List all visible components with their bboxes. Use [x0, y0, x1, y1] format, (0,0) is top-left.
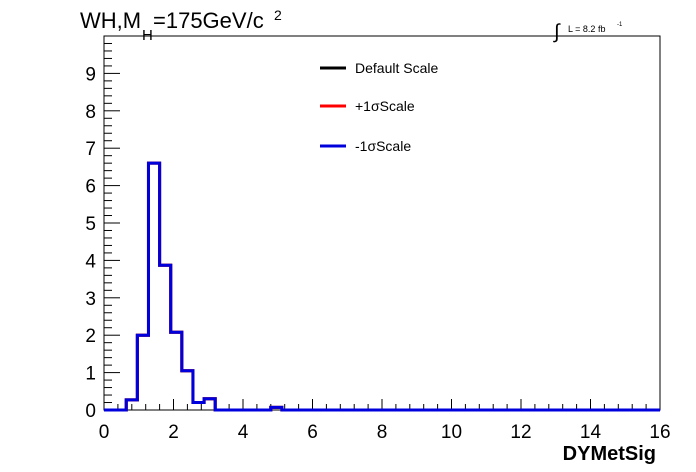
- x-axis-label: DYMetSig: [563, 443, 656, 465]
- legend-label: Default Scale: [355, 60, 438, 76]
- y-tick-label: 4: [85, 251, 96, 272]
- title-main: WH,M: [80, 8, 141, 33]
- x-tick-label: 10: [441, 422, 462, 443]
- y-tick-label: 1: [85, 364, 96, 385]
- luminosity-label: ∫ L = 8.2 fb -1: [553, 21, 623, 43]
- y-tick-label: 7: [85, 139, 96, 160]
- x-tick-label: 14: [580, 422, 602, 443]
- y-tick-label: 0: [85, 401, 96, 422]
- y-tick-label: 9: [85, 64, 96, 85]
- legend-label: +1σScale: [355, 98, 415, 114]
- x-tick-label: 8: [377, 422, 388, 443]
- legend-label: -1σScale: [355, 138, 411, 154]
- y-tick-label: 2: [85, 326, 96, 347]
- y-tick-label: 5: [85, 214, 96, 235]
- title-superscript: 2: [274, 7, 282, 23]
- integral-sign: ∫: [553, 21, 561, 43]
- lumi-superscript: -1: [617, 22, 623, 28]
- x-tick-label: 16: [649, 422, 670, 443]
- y-tick-label: 3: [85, 289, 96, 310]
- x-tick-label: 4: [238, 422, 249, 443]
- x-tick-label: 0: [99, 422, 110, 443]
- legend: Default Scale +1σScale -1σScale: [320, 60, 438, 154]
- histogram-line-series-3: [104, 161, 660, 412]
- y-tick-label: 6: [85, 177, 96, 198]
- y-tick-label: 8: [85, 102, 96, 123]
- x-tick-label: 2: [168, 422, 179, 443]
- histogram-series: [104, 161, 660, 412]
- lumi-text: L = 8.2 fb: [568, 24, 605, 34]
- x-tick-label: 12: [510, 422, 531, 443]
- x-tick-label: 6: [307, 422, 318, 443]
- title-rest: =175GeV/c: [153, 8, 264, 33]
